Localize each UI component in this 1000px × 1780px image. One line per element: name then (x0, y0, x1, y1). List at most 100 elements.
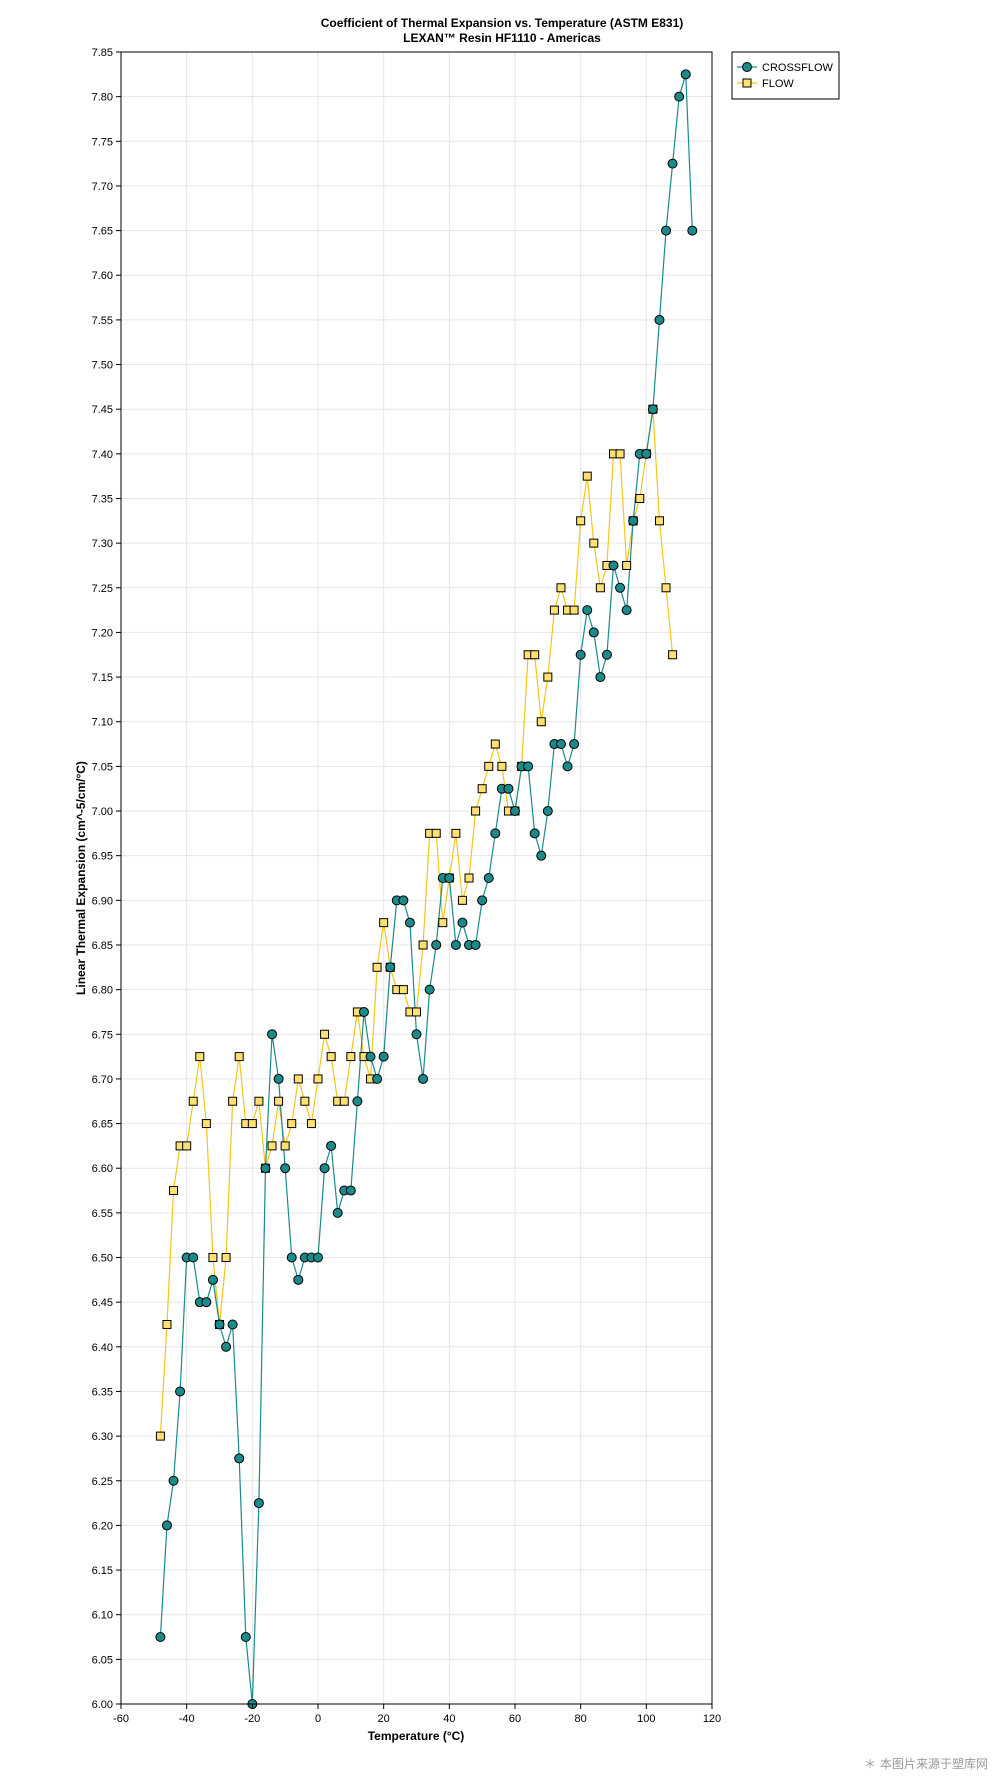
point-flow (654, 516, 664, 526)
y-tick-label: 6.60 (92, 1163, 113, 1175)
point-flow (339, 1096, 349, 1106)
point-flow (490, 739, 500, 749)
y-tick-label: 6.00 (92, 1699, 113, 1711)
point-crossflow (398, 895, 409, 906)
legend-box (731, 51, 840, 100)
y-tick-label: 6.25 (92, 1476, 113, 1488)
point-crossflow (431, 939, 442, 950)
y-tick-label: 7.75 (92, 136, 113, 148)
legend-crossflow-label: CROSSFLOW (762, 62, 834, 74)
point-crossflow (647, 404, 658, 415)
point-crossflow (477, 895, 488, 906)
point-crossflow (260, 1163, 271, 1174)
point-flow (543, 672, 553, 682)
point-flow (234, 1052, 244, 1062)
point-flow (484, 761, 494, 771)
point-crossflow (227, 1319, 238, 1330)
point-flow (412, 1007, 421, 1017)
point-crossflow (628, 515, 639, 526)
y-tick-label: 7.85 (92, 47, 113, 59)
y-tick-label: 7.30 (92, 538, 113, 550)
y-tick-label: 6.45 (92, 1297, 113, 1309)
point-flow (267, 1141, 277, 1151)
y-tick-label: 7.80 (92, 92, 113, 104)
series-line-crossflow (159, 73, 693, 1705)
point-crossflow (201, 1297, 212, 1308)
point-flow (530, 650, 540, 660)
point-flow (536, 717, 546, 727)
point-crossflow (411, 1029, 422, 1040)
point-crossflow (588, 627, 599, 638)
point-flow (228, 1096, 238, 1106)
point-crossflow (615, 582, 626, 593)
x-tick-label: 120 (703, 1713, 721, 1725)
y-tick-label: 6.30 (92, 1431, 113, 1443)
point-flow (576, 516, 586, 526)
point-flow (438, 918, 448, 928)
point-flow (622, 560, 632, 570)
point-crossflow (404, 917, 415, 928)
point-crossflow (680, 69, 691, 80)
point-crossflow (569, 739, 580, 750)
y-tick-label: 7.70 (92, 181, 113, 193)
point-flow (254, 1096, 264, 1106)
y-tick-label: 6.40 (92, 1342, 113, 1354)
y-axis-label: Linear Thermal Expansion (cm^-5/cm/°C) (74, 761, 88, 995)
point-crossflow (457, 917, 468, 928)
point-flow (293, 1074, 303, 1084)
point-flow (182, 1141, 192, 1151)
point-crossflow (313, 1252, 323, 1263)
legend-flow-marker (742, 78, 752, 88)
point-crossflow (372, 1073, 383, 1084)
point-crossflow (273, 1073, 284, 1084)
legend-crossflow-marker (742, 62, 752, 72)
point-crossflow (562, 761, 573, 772)
point-crossflow (155, 1632, 166, 1643)
point-flow (155, 1431, 165, 1441)
point-flow (195, 1052, 205, 1062)
point-flow (326, 1052, 336, 1062)
point-flow (569, 605, 579, 615)
point-flow (418, 940, 428, 950)
legend: CROSSFLOW FLOW (731, 51, 840, 100)
y-tick-label: 6.95 (92, 851, 113, 863)
y-tick-label: 6.15 (92, 1565, 113, 1577)
y-tick-label: 7.55 (92, 315, 113, 327)
point-flow (471, 806, 481, 816)
point-flow (589, 538, 599, 548)
point-crossflow (483, 873, 494, 883)
point-crossflow (687, 225, 698, 236)
chart-subtitle: LEXAN™ Resin HF1110 - Americas (403, 31, 601, 45)
point-crossflow (470, 939, 481, 950)
y-tick-label: 7.20 (92, 627, 113, 639)
point-crossflow (529, 828, 540, 839)
point-crossflow (641, 448, 652, 459)
x-tick-label: 40 (443, 1713, 455, 1725)
point-flow (497, 761, 507, 771)
y-tick-label: 7.60 (92, 270, 113, 282)
point-flow (549, 605, 559, 615)
point-crossflow (293, 1274, 304, 1285)
point-crossflow (510, 806, 520, 817)
point-flow (300, 1096, 310, 1106)
chart-title: Coefficient of Thermal Expansion vs. Tem… (321, 16, 684, 30)
point-crossflow (253, 1498, 264, 1509)
point-flow (464, 873, 474, 883)
point-crossflow (667, 158, 678, 169)
point-crossflow (490, 828, 501, 839)
y-tick-label: 7.05 (92, 761, 113, 773)
point-flow (162, 1319, 172, 1329)
x-tick-label: 20 (378, 1713, 390, 1725)
point-crossflow (188, 1252, 199, 1263)
point-flow (306, 1119, 316, 1129)
point-crossflow (345, 1185, 356, 1196)
y-tick-label: 6.10 (92, 1610, 113, 1622)
point-crossflow (267, 1029, 278, 1040)
x-tick-label: 80 (575, 1713, 587, 1725)
point-crossflow (582, 605, 593, 616)
point-flow (556, 583, 566, 593)
point-crossflow (358, 1006, 369, 1017)
point-crossflow (161, 1520, 172, 1531)
series-markers (155, 69, 698, 1709)
y-tick-label: 7.15 (92, 672, 113, 684)
